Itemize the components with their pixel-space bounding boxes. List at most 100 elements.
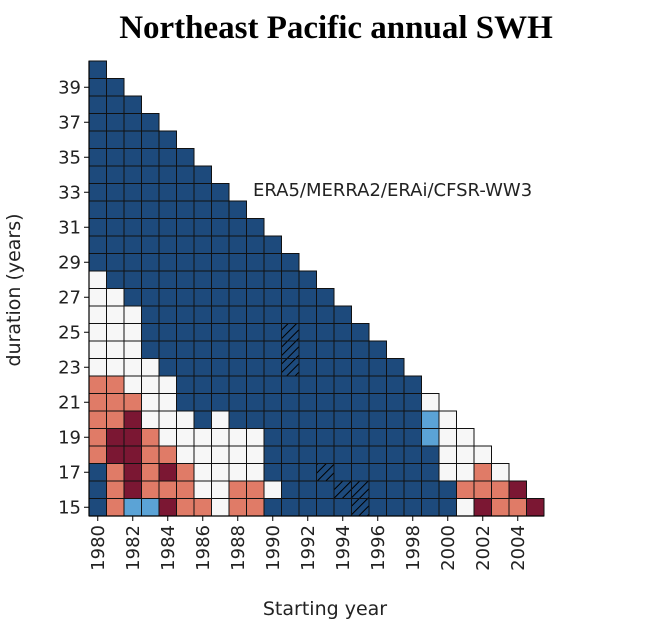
y-tick-label: 31: [58, 217, 81, 238]
cell: [176, 288, 195, 307]
cell: [158, 428, 177, 447]
cell: [141, 113, 160, 132]
cell: [246, 428, 265, 447]
cell: [106, 200, 125, 219]
cell: [158, 253, 177, 272]
cell: [123, 270, 142, 289]
y-tick-label: 39: [58, 77, 81, 98]
cell: [298, 445, 317, 464]
cell: [368, 498, 387, 517]
cell: [88, 445, 107, 464]
cell: [491, 480, 510, 499]
cell: [211, 358, 230, 377]
cell: [298, 340, 317, 359]
cell: [123, 393, 142, 412]
cell: [158, 165, 177, 184]
cell: [88, 113, 107, 132]
cell: [193, 183, 212, 202]
cell: [158, 358, 177, 377]
cell: [88, 253, 107, 272]
cell: [246, 253, 265, 272]
cell: [88, 78, 107, 97]
cell: [403, 445, 422, 464]
cell: [263, 253, 282, 272]
cell: [351, 323, 370, 342]
cell: [88, 60, 107, 79]
cell: [298, 410, 317, 429]
cell: [263, 323, 282, 342]
cell: [333, 358, 352, 377]
cell: [211, 375, 230, 394]
cell: [281, 410, 300, 429]
cell: [88, 375, 107, 394]
cell: [193, 235, 212, 254]
cell: [403, 428, 422, 447]
cell: [386, 375, 405, 394]
cell: [263, 375, 282, 394]
cell: [298, 288, 317, 307]
cell: [193, 410, 212, 429]
cell: [176, 183, 195, 202]
x-tick-label: 1994: [333, 525, 354, 571]
cell: [158, 200, 177, 219]
cell: [403, 393, 422, 412]
cell: [473, 480, 492, 499]
cell: [228, 253, 247, 272]
cell: [281, 270, 300, 289]
cell: [123, 235, 142, 254]
cell: [123, 463, 142, 482]
cell: [88, 480, 107, 499]
cell: [246, 235, 265, 254]
cell: [228, 410, 247, 429]
cell: [193, 253, 212, 272]
cell: [106, 270, 125, 289]
cell: [141, 393, 160, 412]
cell: [176, 445, 195, 464]
cell: [211, 445, 230, 464]
cell: [106, 130, 125, 149]
x-tick-label: 2002: [473, 525, 494, 571]
cell: [158, 445, 177, 464]
cell: [211, 428, 230, 447]
cell: [106, 323, 125, 342]
cell: [246, 463, 265, 482]
cell: [403, 480, 422, 499]
cell: [88, 393, 107, 412]
cell: [281, 375, 300, 394]
cell: [158, 375, 177, 394]
cell: [211, 200, 230, 219]
cell: [298, 480, 317, 499]
cell: [193, 428, 212, 447]
y-tick-label: 33: [58, 182, 81, 203]
cell: [246, 445, 265, 464]
cell: [211, 305, 230, 324]
cell: [88, 165, 107, 184]
cell: [246, 410, 265, 429]
cell: [316, 323, 335, 342]
cell: [158, 288, 177, 307]
cell: [211, 288, 230, 307]
cell: [228, 498, 247, 517]
cell: [351, 410, 370, 429]
cell: [298, 270, 317, 289]
cell: [316, 498, 335, 517]
cell: [88, 323, 107, 342]
cell: [88, 148, 107, 167]
cell: [246, 218, 265, 237]
cell: [508, 498, 527, 517]
cell: [176, 428, 195, 447]
cell: [368, 410, 387, 429]
cell: [106, 480, 125, 499]
cell: [176, 410, 195, 429]
cell: [176, 253, 195, 272]
cell: [368, 480, 387, 499]
cell: [176, 393, 195, 412]
cell: [158, 183, 177, 202]
cell: [141, 270, 160, 289]
cell: [193, 270, 212, 289]
cell: [193, 463, 212, 482]
cell: [263, 498, 282, 517]
cell: [421, 463, 440, 482]
x-tick-label: 1998: [403, 525, 424, 571]
cell: [368, 358, 387, 377]
